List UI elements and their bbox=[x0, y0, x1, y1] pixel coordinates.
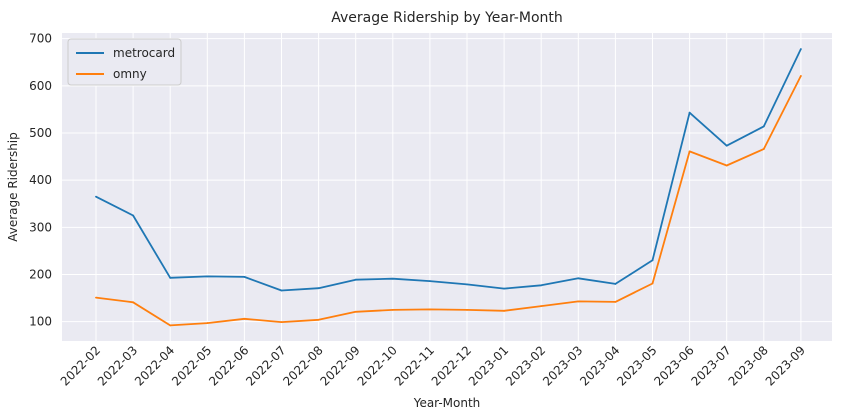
x-tick-label: 2022-06 bbox=[206, 343, 251, 388]
x-tick-label: 2022-10 bbox=[355, 343, 400, 388]
data-point-metrocard bbox=[317, 287, 320, 290]
data-point-omny bbox=[688, 150, 691, 153]
x-tick-label: 2023-01 bbox=[466, 343, 511, 388]
x-axis-label: Year-Month bbox=[413, 396, 481, 410]
x-tick-label: 2023-05 bbox=[614, 343, 659, 388]
y-tick-label: 200 bbox=[29, 267, 52, 281]
data-point-metrocard bbox=[577, 277, 580, 280]
data-point-metrocard bbox=[206, 275, 209, 278]
data-point-metrocard bbox=[503, 287, 505, 290]
x-tick-label: 2023-08 bbox=[726, 343, 771, 388]
data-point-omny bbox=[95, 296, 97, 299]
x-tick-label: 2022-12 bbox=[429, 343, 474, 388]
x-tick-label: 2022-08 bbox=[280, 343, 325, 388]
chart-title: Average Ridership by Year-Month bbox=[331, 10, 563, 26]
data-point-metrocard bbox=[429, 280, 431, 282]
data-point-omny bbox=[503, 309, 505, 312]
data-point-omny bbox=[651, 282, 654, 285]
data-point-metrocard bbox=[466, 283, 468, 286]
data-point-metrocard bbox=[800, 48, 802, 50]
x-tick-label: 2022-04 bbox=[132, 343, 177, 388]
data-point-metrocard bbox=[391, 277, 394, 280]
data-point-metrocard bbox=[280, 289, 283, 292]
data-point-omny bbox=[577, 300, 580, 303]
data-point-metrocard bbox=[762, 125, 765, 128]
data-point-omny bbox=[800, 75, 802, 77]
series-lines bbox=[95, 48, 802, 327]
data-point-omny bbox=[540, 305, 543, 307]
legend-label-metrocard: metrocard bbox=[113, 46, 175, 60]
data-point-omny bbox=[614, 300, 617, 303]
data-point-omny bbox=[317, 318, 320, 321]
x-tick-label: 2022-07 bbox=[243, 343, 288, 388]
x-tick-label: 2023-04 bbox=[577, 343, 622, 388]
data-point-omny bbox=[725, 164, 728, 167]
series-line-metrocard bbox=[95, 48, 802, 292]
y-axis-label: Average Ridership bbox=[6, 132, 20, 242]
data-point-omny bbox=[391, 308, 394, 311]
x-tick-label: 2022-03 bbox=[95, 343, 140, 388]
data-point-omny bbox=[466, 308, 468, 311]
y-tick-label: 700 bbox=[29, 32, 52, 46]
y-tick-label: 300 bbox=[29, 220, 52, 234]
x-tick-label: 2023-07 bbox=[688, 343, 733, 388]
x-tick-label: 2022-02 bbox=[58, 343, 103, 388]
data-point-omny bbox=[206, 322, 209, 324]
data-point-metrocard bbox=[95, 195, 97, 198]
data-point-omny bbox=[354, 310, 357, 313]
x-tick-label: 2022-11 bbox=[392, 343, 437, 388]
legend-label-omny: omny bbox=[113, 67, 147, 81]
data-point-omny bbox=[243, 317, 246, 320]
data-point-metrocard bbox=[243, 275, 246, 278]
data-point-metrocard bbox=[651, 259, 654, 262]
y-tick-label: 100 bbox=[29, 315, 52, 329]
data-point-omny bbox=[169, 324, 172, 327]
x-tick-label: 2022-09 bbox=[317, 343, 362, 388]
x-tick-label: 2023-09 bbox=[763, 343, 808, 388]
data-point-metrocard bbox=[540, 284, 543, 287]
x-tick-label: 2023-02 bbox=[503, 343, 548, 388]
x-tick-label: 2023-03 bbox=[540, 343, 585, 388]
data-point-metrocard bbox=[725, 144, 728, 147]
data-point-metrocard bbox=[614, 283, 617, 285]
x-tick-label: 2023-06 bbox=[651, 343, 696, 388]
y-tick-label: 400 bbox=[29, 173, 52, 187]
data-point-metrocard bbox=[354, 278, 357, 281]
y-tick-labels: 100 200 300 400 500 600 700 bbox=[29, 32, 52, 329]
x-tick-label: 2022-05 bbox=[169, 343, 214, 388]
data-point-omny bbox=[132, 301, 135, 304]
data-point-metrocard bbox=[132, 214, 135, 217]
data-point-omny bbox=[429, 308, 431, 311]
y-tick-label: 500 bbox=[29, 126, 52, 140]
series-line-omny bbox=[95, 75, 802, 327]
legend: metrocard omny bbox=[67, 38, 182, 86]
data-point-metrocard bbox=[169, 276, 172, 279]
x-tick-labels: 2022-022022-032022-042022-052022-062022-… bbox=[58, 343, 808, 388]
data-point-metrocard bbox=[688, 111, 691, 114]
y-tick-label: 600 bbox=[29, 79, 52, 93]
data-point-omny bbox=[280, 321, 283, 324]
plot-area bbox=[62, 33, 832, 341]
data-point-omny bbox=[762, 148, 765, 150]
